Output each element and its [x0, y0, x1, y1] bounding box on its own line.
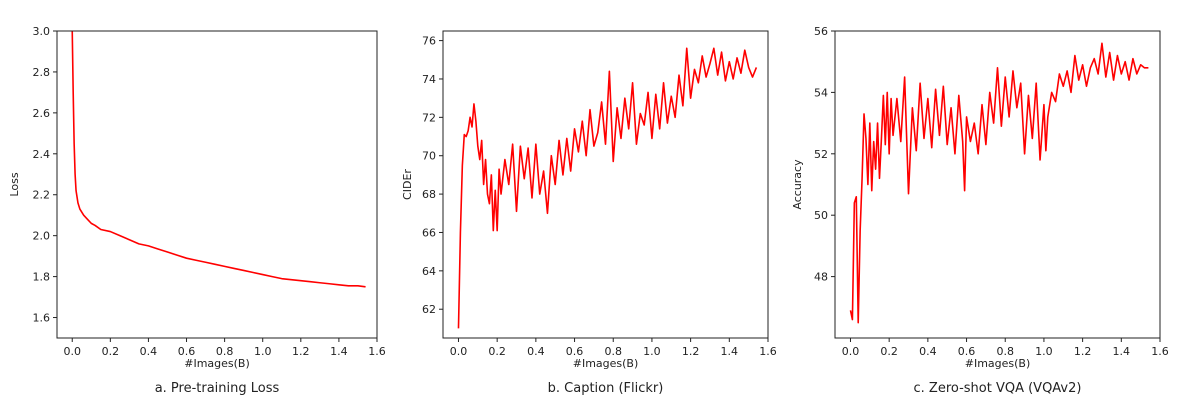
- x-tick-label-b: 0.2: [488, 345, 506, 358]
- x-tick-label-c: 0.8: [996, 345, 1014, 358]
- x-tick-label-b: 0.4: [527, 345, 545, 358]
- x-tick-label-a: 0.8: [216, 345, 234, 358]
- y-axis-label-c: Accuracy: [791, 159, 804, 210]
- y-tick-label-c: 52: [814, 148, 828, 161]
- x-tick-label-c: 0.2: [880, 345, 898, 358]
- y-tick-label-b: 68: [422, 188, 436, 201]
- y-tick-label-c: 50: [814, 209, 828, 222]
- panel-caption-flickr: 0.0 0.2 0.4 0.6 0.8 1.0 1.2 1.4 1.6 62 64 66 68 70 72 7…: [401, 30, 777, 396]
- x-tick-label-a: 1.0: [254, 345, 272, 358]
- x-tick-label-b: 1.4: [721, 345, 739, 358]
- x-tick-label-a: 1.6: [368, 345, 386, 358]
- series-line-c: [849, 42, 1149, 324]
- axes-frame-c: [834, 30, 1161, 339]
- y-tick-label-a: 2.8: [33, 66, 51, 79]
- x-axis-label-a: #Images(B): [184, 357, 250, 370]
- x-axis-label-b: #Images(B): [573, 357, 639, 370]
- x-tick-label-b: 1.2: [682, 345, 700, 358]
- axes-frame-a: [56, 30, 378, 339]
- x-tick-label-a: 1.2: [292, 345, 310, 358]
- y-tick-label-b: 76: [422, 35, 436, 48]
- plot-area-c: 0.0 0.2 0.4 0.6 0.8 1.0 1.2 1.4 1.6 48 50 52 54 56: [814, 25, 1169, 358]
- x-tick-label-b: 1.0: [643, 345, 661, 358]
- caption-c: c. Zero-shot VQA (VQAv2): [914, 381, 1082, 396]
- y-tick-label-c: 56: [814, 25, 828, 38]
- panel-zero-shot-vqa: 0.0 0.2 0.4 0.6 0.8 1.0 1.2 1.4 1.6 48 50 52 54 56 #I…: [791, 25, 1169, 396]
- y-tick-label-a: 1.6: [33, 312, 51, 325]
- caption-a: a. Pre-training Loss: [155, 381, 280, 396]
- y-tick-label-a: 1.8: [33, 271, 51, 284]
- x-tick-label-b: 0.8: [604, 345, 622, 358]
- x-tick-label-b: 0.6: [566, 345, 584, 358]
- y-tick-label-c: 54: [814, 86, 828, 99]
- plot-area-a: 0.0 0.2 0.4 0.6 0.8 1.0 1.2 1.4 1.6 1.6 1.8 2.0 2.2 2…: [33, 25, 386, 358]
- y-tick-label-b: 64: [422, 265, 436, 278]
- y-tick-label-a: 2.4: [33, 148, 51, 161]
- y-tick-label-b: 62: [422, 303, 436, 316]
- series-line-a: [71, 31, 366, 288]
- series-line-b: [457, 47, 758, 329]
- x-tick-label-c: 1.6: [1151, 345, 1169, 358]
- x-tick-label-c: 1.4: [1113, 345, 1131, 358]
- x-tick-label-a: 1.4: [330, 345, 348, 358]
- x-tick-label-a: 0.6: [178, 345, 196, 358]
- plot-area-b: 0.0 0.2 0.4 0.6 0.8 1.0 1.2 1.4 1.6 62 64 66 68 70 72 7…: [422, 35, 777, 358]
- y-tick-label-a: 3.0: [33, 25, 51, 38]
- x-tick-label-a: 0.0: [63, 345, 81, 358]
- x-tick-label-c: 0.6: [958, 345, 976, 358]
- axes-frame-b: [442, 30, 769, 339]
- y-tick-label-b: 70: [422, 150, 436, 163]
- x-tick-label-c: 0.4: [919, 345, 937, 358]
- x-tick-label-b: 0.0: [450, 345, 468, 358]
- y-tick-label-a: 2.2: [33, 189, 51, 202]
- panel-pretraining-loss: 0.0 0.2 0.4 0.6 0.8 1.0 1.2 1.4 1.6 1.6 1.8 2.0 2.2 2…: [8, 25, 386, 396]
- y-tick-label-b: 66: [422, 226, 436, 239]
- y-tick-label-a: 2.6: [33, 107, 51, 120]
- x-tick-label-c: 0.0: [842, 345, 860, 358]
- x-tick-label-c: 1.0: [1035, 345, 1053, 358]
- y-tick-label-b: 74: [422, 73, 436, 86]
- y-axis-label-a: Loss: [8, 172, 21, 196]
- x-axis-label-c: #Images(B): [965, 357, 1031, 370]
- x-tick-label-b: 1.6: [759, 345, 777, 358]
- x-tick-label-a: 0.2: [102, 345, 120, 358]
- y-tick-label-a: 2.0: [33, 230, 51, 243]
- caption-b: b. Caption (Flickr): [548, 381, 664, 396]
- x-tick-label-c: 1.2: [1074, 345, 1092, 358]
- x-tick-label-a: 0.4: [140, 345, 158, 358]
- y-tick-label-b: 72: [422, 111, 436, 124]
- y-axis-label-b: CIDEr: [401, 169, 414, 200]
- y-tick-label-c: 48: [814, 271, 828, 284]
